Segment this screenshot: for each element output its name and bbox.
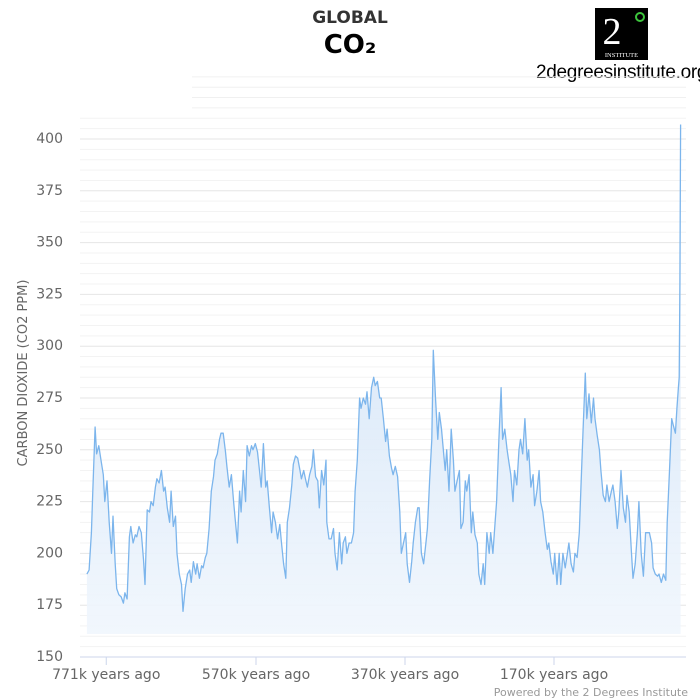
x-tick-label: 370k years ago <box>351 667 459 683</box>
y-tick-label: 225 <box>36 494 63 510</box>
site-url[interactable]: 2degreesinstitute.org <box>536 62 700 83</box>
y-tick-label: 325 <box>36 286 63 302</box>
co2-line[interactable] <box>86 124 682 613</box>
y-tick-label: 200 <box>36 545 63 561</box>
chart-title: GLOBAL <box>312 8 388 28</box>
y-tick-label: 400 <box>36 131 63 147</box>
logo-caption: INSTITUTE <box>605 52 638 59</box>
y-tick-label: 350 <box>36 235 63 251</box>
y-tick-label: 175 <box>36 597 63 613</box>
y-tick-label: 375 <box>36 183 63 199</box>
y-tick-label: 300 <box>36 338 63 354</box>
co2-series <box>86 124 682 634</box>
y-tick-label: 275 <box>36 390 63 406</box>
y-axis-title: CARBON DIOXIDE (CO2 PPM) <box>16 280 31 467</box>
y-tick-label: 250 <box>36 442 63 458</box>
y-axis: 150 175 200 225 250 275 300 325 350 375 400 <box>36 131 63 665</box>
logo-digit: 2 <box>603 11 622 53</box>
chart-subtitle: CO₂ <box>323 30 377 60</box>
co2-area-fill <box>86 124 681 634</box>
x-axis: 771k years ago 570k years ago 370k years a… <box>52 657 608 683</box>
institute-logo[interactable]: 2 INSTITUTE <box>595 8 648 60</box>
x-tick-label: 771k years ago <box>52 667 160 683</box>
x-tick-label: 170k years ago <box>500 667 608 683</box>
y-tick-label: 150 <box>36 649 63 665</box>
x-tick-label: 570k years ago <box>202 667 310 683</box>
credits-link[interactable]: Powered by the 2 Degrees Institute <box>493 686 688 699</box>
